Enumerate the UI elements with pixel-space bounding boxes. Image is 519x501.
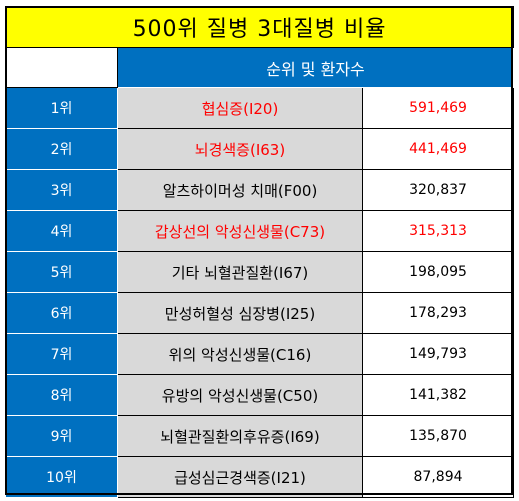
table-row: 9위 뇌혈관질환의후유증(I69) 135,870	[5, 415, 515, 457]
rank-cell: 9위	[5, 415, 118, 457]
patient-count-cell: 441,469	[361, 128, 515, 170]
disease-name-cell: 급성심근경색증(I21)	[117, 456, 363, 498]
patient-count-cell: 591,469	[361, 87, 515, 129]
table-row: 4위 갑상선의 악성신생물(C73) 315,313	[5, 210, 515, 252]
table-row: 2위 뇌경색증(I63) 441,469	[5, 128, 515, 170]
patient-count-cell: 149,793	[361, 333, 515, 375]
patient-count-cell: 320,837	[361, 169, 515, 211]
table-row: 5위 기타 뇌혈관질환(I67) 198,095	[5, 251, 515, 293]
disease-name-cell: 위의 악성신생물(C16)	[117, 333, 363, 375]
table-outer-border	[5, 6, 513, 495]
disease-name-cell: 알츠하이머성 치매(F00)	[117, 169, 363, 211]
patient-count-cell: 141,382	[361, 374, 515, 416]
patient-count-cell: 198,095	[361, 251, 515, 293]
table-row: 10위 급성심근경색증(I21) 87,894	[5, 456, 515, 498]
table-row: 6위 만성허혈성 심장병(I25) 178,293	[5, 292, 515, 334]
disease-name-cell: 유방의 악성신생물(C50)	[117, 374, 363, 416]
rank-cell: 4위	[5, 210, 118, 252]
patient-count-cell: 178,293	[361, 292, 515, 334]
column-header-rank-and-patients: 순위 및 환자수	[116, 47, 515, 88]
disease-name-cell: 뇌경색증(I63)	[117, 128, 363, 170]
disease-ranking-table: 500위 질병 3대질병 비율 순위 및 환자수 1위 협심증(I20) 591…	[4, 6, 515, 498]
disease-name-cell: 만성허혈성 심장병(I25)	[117, 292, 363, 334]
rank-cell: 7위	[5, 333, 118, 375]
rank-cell: 8위	[5, 374, 118, 416]
table-row: 1위 협심증(I20) 591,469	[5, 87, 515, 129]
rank-cell: 2위	[5, 128, 118, 170]
rank-cell: 3위	[5, 169, 118, 211]
disease-name-cell: 뇌혈관질환의후유증(I69)	[117, 415, 363, 457]
patient-count-cell: 315,313	[361, 210, 515, 252]
table-row: 7위 위의 악성신생물(C16) 149,793	[5, 333, 515, 375]
disease-name-cell: 협심증(I20)	[117, 87, 363, 129]
patient-count-cell: 87,894	[361, 456, 515, 498]
rank-cell: 10위	[5, 456, 118, 498]
table-title: 500위 질병 3대질병 비율	[4, 6, 515, 48]
rank-cell: 6위	[5, 292, 118, 334]
patient-count-cell: 135,870	[361, 415, 515, 457]
disease-name-cell: 기타 뇌혈관질환(I67)	[117, 251, 363, 293]
table-row: 3위 알츠하이머성 치매(F00) 320,837	[5, 169, 515, 211]
disease-name-cell: 갑상선의 악성신생물(C73)	[117, 210, 363, 252]
table-row: 8위 유방의 악성신생물(C50) 141,382	[5, 374, 515, 416]
